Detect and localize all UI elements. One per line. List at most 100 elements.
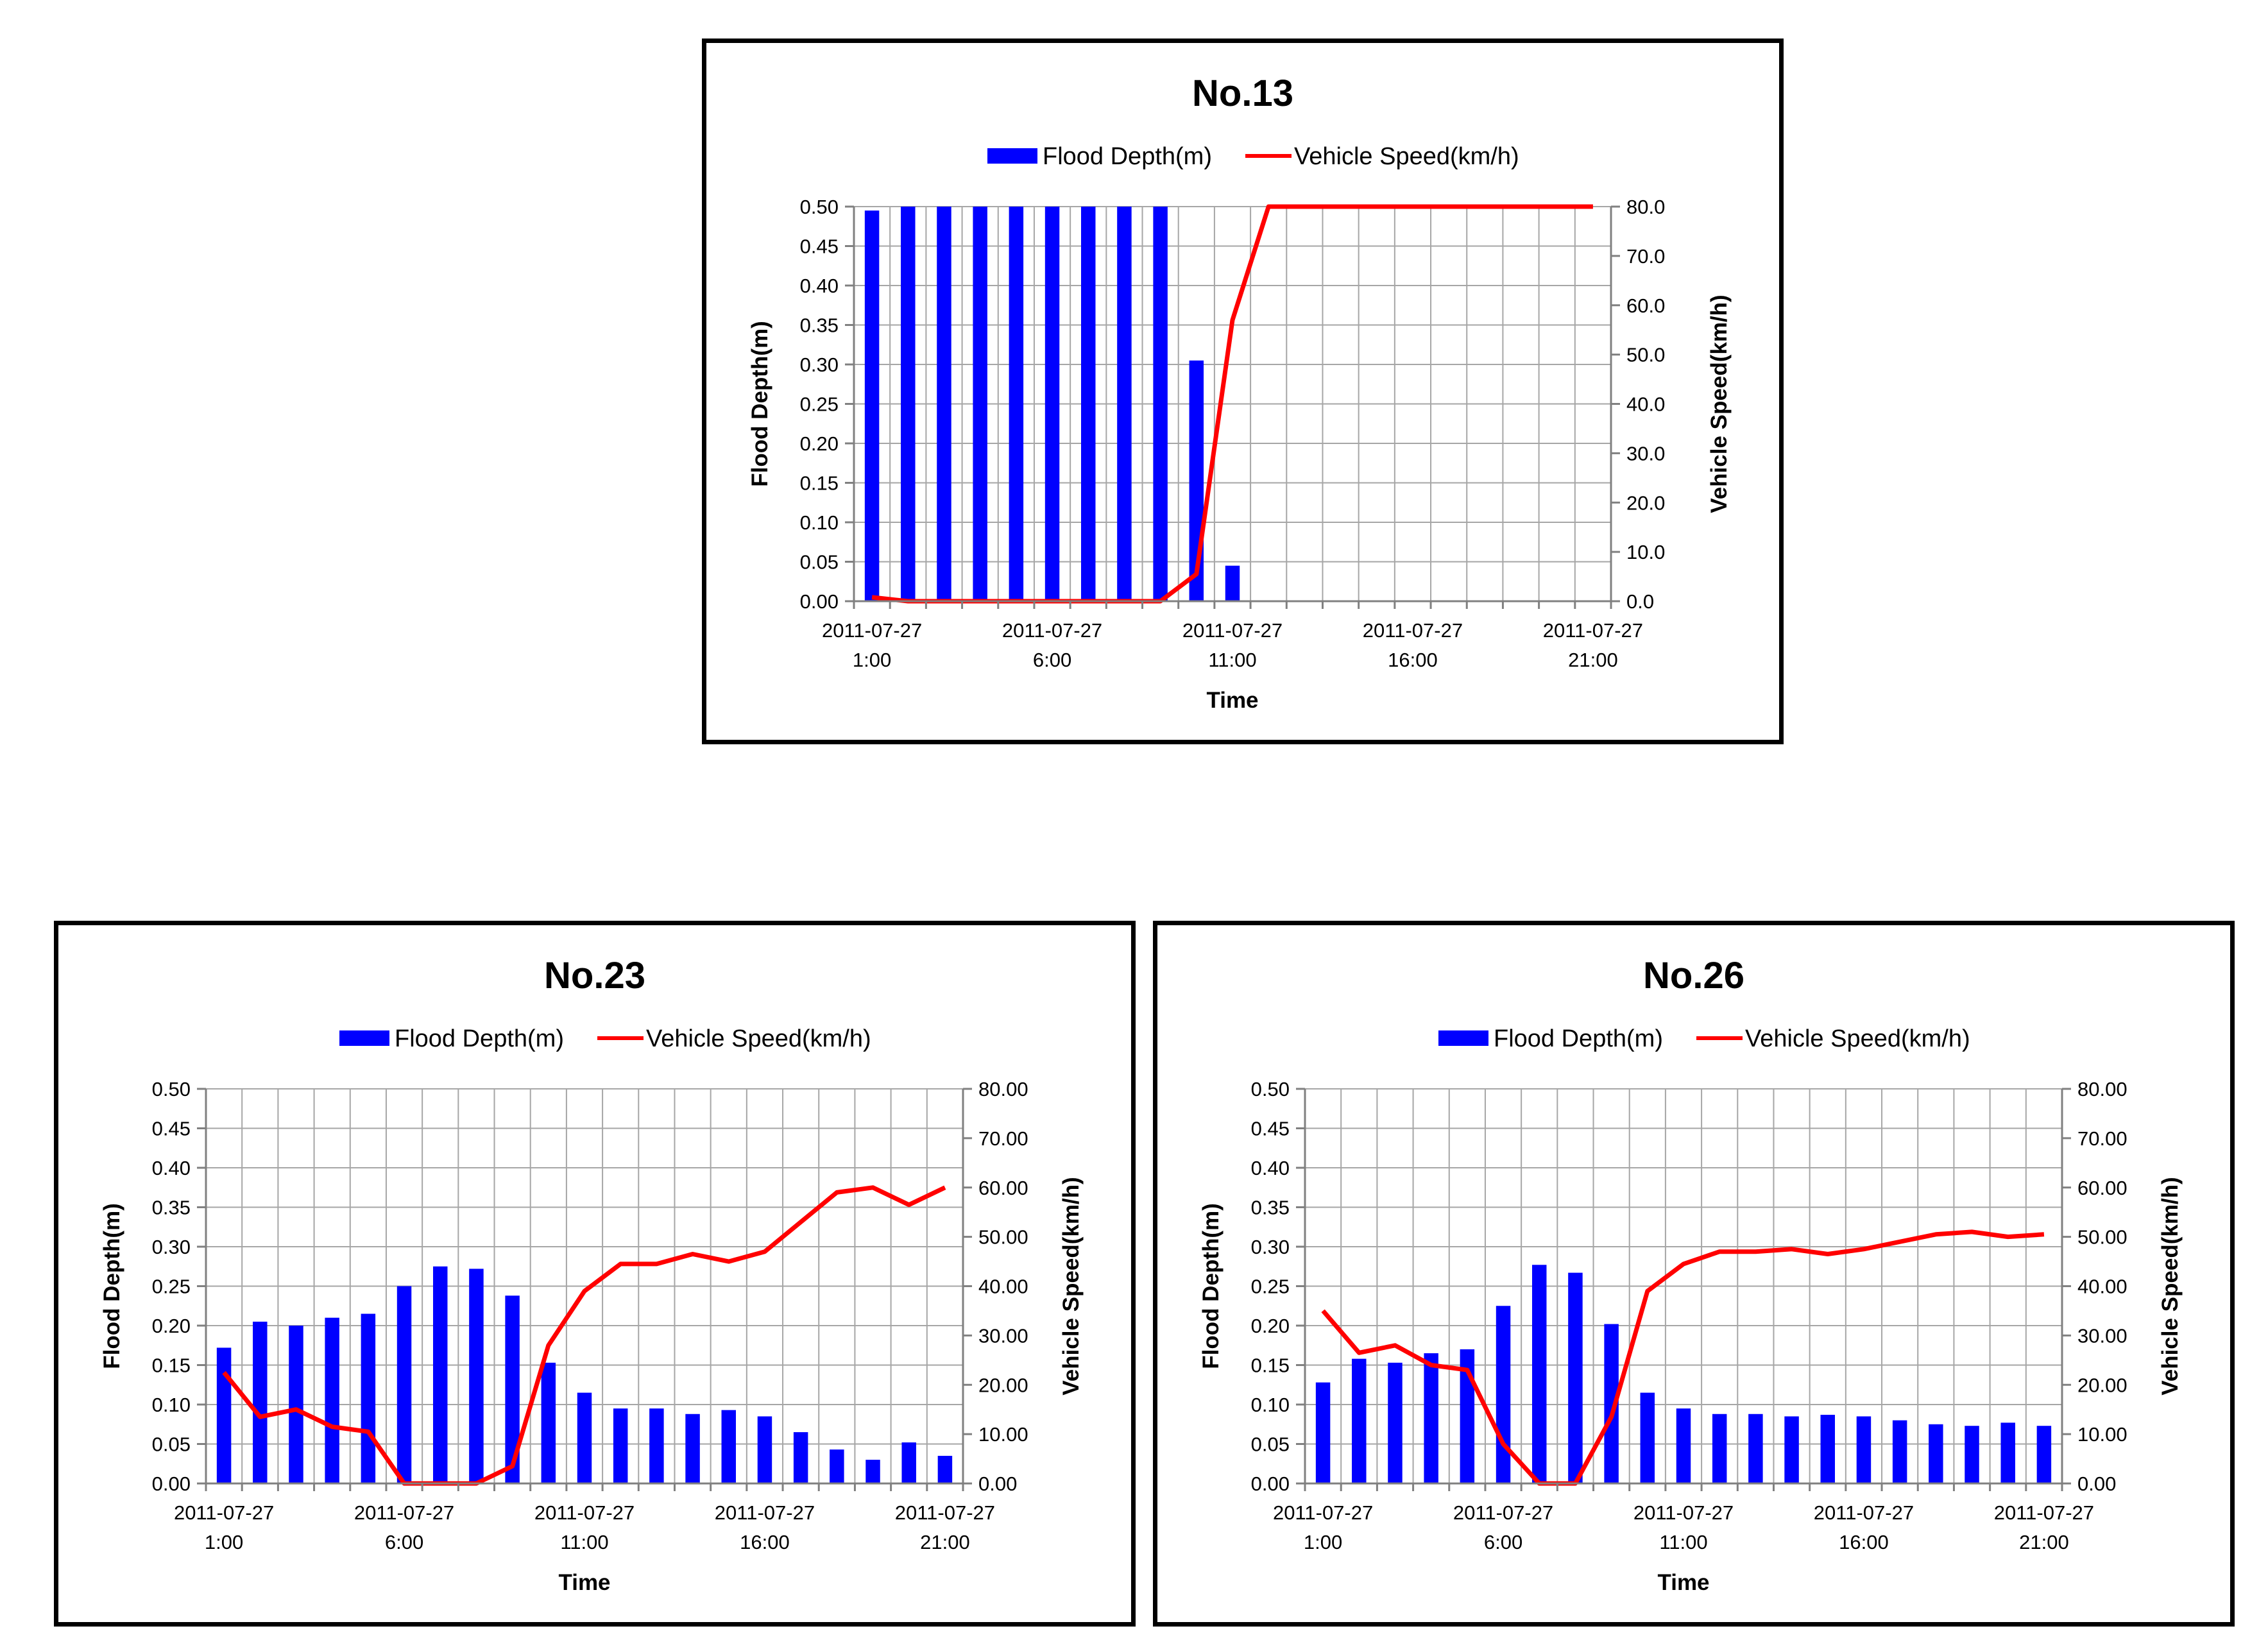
right-axis-title: Vehicle Speed(km/h) xyxy=(2158,1177,2183,1395)
chart-svg: No.26 Flood Depth(m) Vehicle Speed(km/h) 0.… xyxy=(1198,955,2183,1595)
right-tick-label: 0.00 xyxy=(978,1473,1017,1495)
left-tick-label: 0.05 xyxy=(152,1433,191,1456)
flood-depth-bar xyxy=(1748,1414,1763,1483)
x-axis-title: Time xyxy=(558,1570,610,1595)
flood-depth-bar xyxy=(1081,207,1096,601)
flood-depth-bar xyxy=(613,1408,628,1483)
legend-label-vehicle-speed: Vehicle Speed(km/h) xyxy=(1294,143,1519,170)
x-tick-label-date: 2011-07-27 xyxy=(822,619,922,642)
right-tick-label: 80.00 xyxy=(978,1078,1028,1100)
chart-svg: No.23 Flood Depth(m) Vehicle Speed(km/h) 0.… xyxy=(99,955,1084,1595)
flood-depth-bar xyxy=(216,1347,232,1483)
right-axis-title: Vehicle Speed(km/h) xyxy=(1059,1177,1084,1395)
x-tick-label-time: 1:00 xyxy=(1304,1531,1342,1553)
flood-depth-bar xyxy=(361,1313,376,1483)
left-tick-label: 0.10 xyxy=(800,511,839,534)
left-axis-title: Flood Depth(m) xyxy=(747,321,772,487)
flood-depth-bar xyxy=(649,1408,664,1483)
chart-panel-no23: No.23 Flood Depth(m) Vehicle Speed(km/h) 0.… xyxy=(54,921,1136,1627)
x-tick-label-date: 2011-07-27 xyxy=(1453,1501,1553,1524)
right-tick-label: 70.0 xyxy=(1626,245,1665,268)
flood-depth-bar xyxy=(1929,1424,1943,1483)
right-tick-label: 60.00 xyxy=(2077,1177,2127,1199)
left-tick-label: 0.45 xyxy=(800,235,839,258)
x-tick-label-date: 2011-07-27 xyxy=(1002,619,1102,642)
right-tick-label: 40.00 xyxy=(978,1276,1028,1298)
flood-depth-bar xyxy=(1820,1414,1835,1483)
x-tick-label-time: 11:00 xyxy=(560,1531,608,1553)
right-tick-label: 60.00 xyxy=(978,1177,1028,1199)
right-tick-label: 70.00 xyxy=(978,1127,1028,1150)
left-tick-label: 0.20 xyxy=(800,432,839,455)
flood-depth-bar xyxy=(1460,1349,1475,1483)
flood-depth-bar xyxy=(1784,1416,1799,1483)
flood-depth-bar xyxy=(289,1326,303,1483)
legend-label-vehicle-speed: Vehicle Speed(km/h) xyxy=(646,1025,871,1052)
x-axis-title: Time xyxy=(1206,688,1258,713)
left-tick-label: 0.20 xyxy=(152,1315,191,1337)
right-tick-label: 40.00 xyxy=(2077,1276,2127,1298)
x-tick-label-date: 2011-07-27 xyxy=(895,1501,995,1524)
flood-depth-bar xyxy=(1388,1362,1403,1483)
x-tick-label-time: 21:00 xyxy=(920,1531,970,1553)
legend-label-vehicle-speed: Vehicle Speed(km/h) xyxy=(1745,1025,1970,1052)
left-tick-label: 0.50 xyxy=(1251,1078,1290,1100)
right-tick-label: 20.00 xyxy=(978,1374,1028,1396)
x-tick-label-time: 16:00 xyxy=(1839,1531,1889,1553)
left-tick-label: 0.25 xyxy=(800,393,839,416)
left-tick-label: 0.35 xyxy=(1251,1197,1290,1219)
chart-panel-no13: No.13 Flood Depth(m) Vehicle Speed(km/h) 0.… xyxy=(702,38,1784,744)
flood-depth-bar xyxy=(1044,207,1060,601)
x-tick-label-date: 2011-07-27 xyxy=(1363,619,1463,642)
legend-bar-swatch xyxy=(1438,1030,1488,1046)
flood-depth-bar xyxy=(505,1295,520,1483)
flood-depth-bar xyxy=(1568,1272,1583,1483)
flood-depth-bar xyxy=(541,1362,556,1483)
x-tick-label-time: 6:00 xyxy=(385,1531,423,1553)
x-tick-label-time: 1:00 xyxy=(205,1531,243,1553)
x-tick-label-time: 21:00 xyxy=(1568,649,1618,671)
left-tick-label: 0.25 xyxy=(1251,1276,1290,1298)
right-tick-label: 50.00 xyxy=(2077,1226,2127,1249)
flood-depth-bar xyxy=(1315,1382,1331,1483)
flood-depth-bar xyxy=(1009,207,1024,601)
flood-depth-bar xyxy=(830,1449,844,1483)
left-tick-label: 0.40 xyxy=(152,1157,191,1179)
right-tick-label: 0.00 xyxy=(2077,1473,2116,1495)
flood-depth-bar xyxy=(1640,1392,1655,1483)
left-tick-label: 0.20 xyxy=(1251,1315,1290,1337)
flood-depth-bar xyxy=(1712,1414,1727,1483)
legend-label-flood-depth: Flood Depth(m) xyxy=(395,1025,564,1052)
flood-depth-bar xyxy=(2036,1426,2052,1483)
flood-depth-bar xyxy=(793,1432,808,1483)
x-tick-label-time: 16:00 xyxy=(1388,649,1438,671)
legend-bar-swatch xyxy=(339,1030,389,1046)
flood-depth-bar xyxy=(253,1321,268,1483)
left-axis-title: Flood Depth(m) xyxy=(99,1203,124,1369)
right-tick-label: 20.0 xyxy=(1626,491,1665,514)
legend-label-flood-depth: Flood Depth(m) xyxy=(1043,143,1212,170)
left-tick-label: 0.05 xyxy=(1251,1433,1290,1456)
left-tick-label: 0.30 xyxy=(152,1236,191,1258)
left-tick-label: 0.40 xyxy=(1251,1157,1290,1179)
flood-depth-bar xyxy=(937,1455,953,1483)
flood-depth-bar xyxy=(1117,207,1132,601)
left-tick-label: 0.45 xyxy=(1251,1118,1290,1140)
right-tick-label: 30.00 xyxy=(978,1324,1028,1347)
legend-label-flood-depth: Flood Depth(m) xyxy=(1494,1025,1663,1052)
flood-depth-bar xyxy=(1965,1426,1979,1483)
left-tick-label: 0.15 xyxy=(152,1354,191,1377)
legend-bar-swatch xyxy=(987,148,1037,164)
x-tick-label-time: 21:00 xyxy=(2019,1531,2069,1553)
chart-title: No.13 xyxy=(1192,73,1293,114)
left-tick-label: 0.15 xyxy=(800,472,839,495)
left-axis-title: Flood Depth(m) xyxy=(1198,1203,1224,1369)
flood-depth-bar xyxy=(433,1266,448,1483)
right-tick-label: 30.0 xyxy=(1626,442,1665,465)
flood-depth-bar xyxy=(1225,565,1240,601)
left-tick-label: 0.10 xyxy=(1251,1394,1290,1416)
left-tick-label: 0.25 xyxy=(152,1276,191,1298)
right-tick-label: 0.0 xyxy=(1626,590,1654,613)
flood-depth-bar xyxy=(1153,207,1168,601)
x-tick-label-date: 2011-07-27 xyxy=(1182,619,1283,642)
